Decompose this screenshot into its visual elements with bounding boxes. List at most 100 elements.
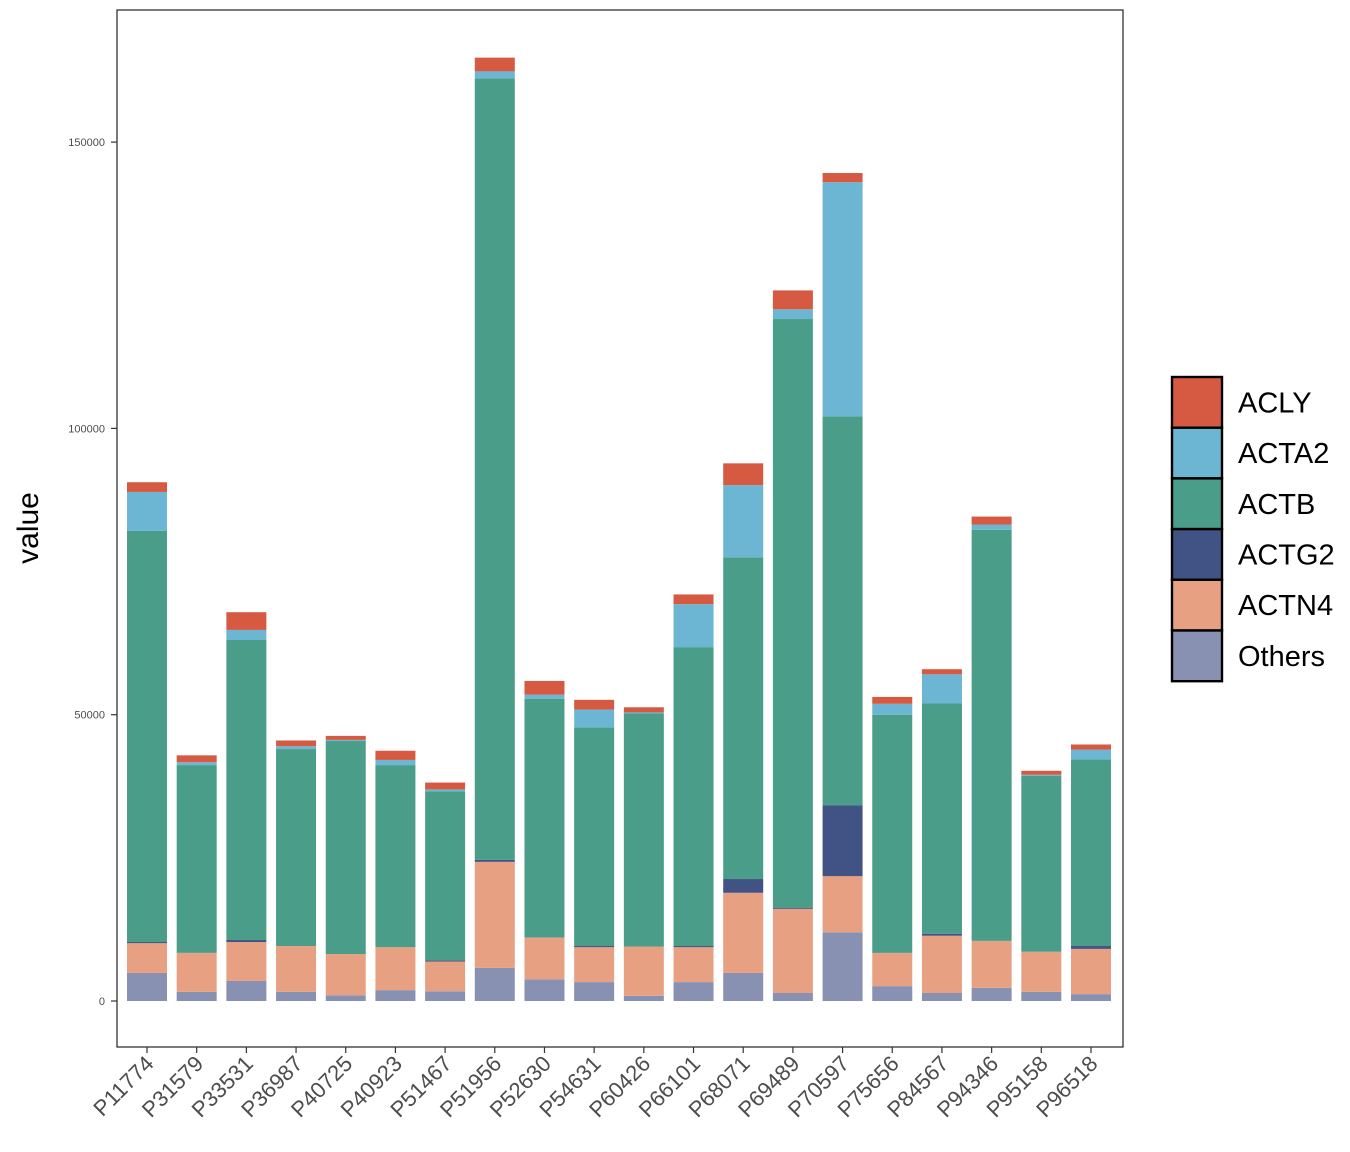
bar-segment-P60426-ACTA2 xyxy=(623,712,664,714)
bar-segment-P66101-ACTA2 xyxy=(673,604,714,648)
bar-segment-P52630-Others xyxy=(524,979,565,1001)
bar-segment-P96518-ACTG2 xyxy=(1071,946,1111,949)
bar-segment-P40725-ACTB xyxy=(325,741,366,955)
bar-segment-P75656-ACTN4 xyxy=(872,952,913,987)
bar-segment-P31579-Others xyxy=(176,991,217,1001)
bar-segment-P51467-ACTG2 xyxy=(425,960,466,962)
legend-key-ACTN4 xyxy=(1170,578,1224,632)
bar-segment-P40725-ACLY xyxy=(325,735,366,740)
y-tick-label: 100000 xyxy=(68,423,105,435)
bar-segment-P94346-ACTN4 xyxy=(971,940,1012,988)
bar-segment-P54631-ACLY xyxy=(574,699,615,710)
bar-segment-P36987-ACTA2 xyxy=(276,746,317,750)
bar-segment-P69489-Others xyxy=(772,992,813,1001)
bar-segment-P95158-Others xyxy=(1021,991,1062,1001)
legend-label: ACLY xyxy=(1238,387,1312,419)
bar-segment-P33531-Others xyxy=(226,980,267,1001)
bar-segment-P75656-Others xyxy=(872,986,913,1001)
bar-segment-P11774-ACTN4 xyxy=(127,943,167,973)
legend-key-ACTA2 xyxy=(1170,426,1224,480)
bar-segment-P51956-ACLY xyxy=(474,57,515,72)
bar-segment-P70597-ACTG2 xyxy=(822,805,863,877)
bar-segment-P40923-ACTA2 xyxy=(375,759,416,766)
legend-key-Others xyxy=(1170,629,1224,683)
bar-segment-P11774-ACTA2 xyxy=(127,491,167,531)
bar-segment-P51467-ACTN4 xyxy=(425,961,466,992)
x-axis: P11774P31579P33531P36987P40725P40923P514… xyxy=(88,1047,1103,1122)
bar-segment-P70597-Others xyxy=(822,932,863,1001)
bar-segment-P75656-ACTB xyxy=(872,714,913,953)
bar-segment-P11774-ACTG2 xyxy=(127,942,167,944)
bar-segment-P36987-ACTN4 xyxy=(276,946,317,992)
bar-segment-P69489-ACTG2 xyxy=(772,907,813,909)
bar-segment-P75656-ACLY xyxy=(872,696,913,704)
y-tick-label: 0 xyxy=(99,996,105,1008)
bar-segment-P33531-ACLY xyxy=(226,612,267,630)
bar-segment-P84567-ACLY xyxy=(921,669,962,675)
bar-segment-P54631-ACTB xyxy=(574,727,615,947)
bar-segment-P40725-ACTN4 xyxy=(325,954,366,996)
bar-segment-P60426-ACTN4 xyxy=(623,946,664,996)
bar-segment-P33531-ACTN4 xyxy=(226,942,267,981)
bar-segment-P31579-ACTA2 xyxy=(176,762,217,766)
legend-key-ACTG2 xyxy=(1170,527,1224,581)
bar-segment-P54631-Others xyxy=(574,982,615,1001)
bar-segment-P51956-ACTG2 xyxy=(474,859,515,862)
bar-segment-P70597-ACLY xyxy=(822,173,863,183)
bar-segment-P96518-ACTN4 xyxy=(1071,948,1111,995)
bar-segment-P68071-ACTG2 xyxy=(723,879,764,893)
bar-segment-P60426-Others xyxy=(623,995,664,1001)
bar-segment-P51467-ACTA2 xyxy=(425,789,466,792)
bar-segment-P11774-ACLY xyxy=(127,482,167,492)
bar-segment-P94346-ACTB xyxy=(971,529,1012,941)
bar-segment-P36987-Others xyxy=(276,991,317,1001)
bar-segment-P66101-ACTG2 xyxy=(673,946,714,948)
y-axis: 0 50000 100000 150000 xyxy=(68,137,117,1008)
bar-segment-P84567-ACTN4 xyxy=(921,935,962,993)
bar-segment-P51956-ACTB xyxy=(474,78,515,860)
bar-segment-P69489-ACLY xyxy=(772,290,813,310)
bar-segment-P51956-ACTN4 xyxy=(474,861,515,968)
bar-segment-P96518-ACLY xyxy=(1071,744,1111,750)
bar-segment-P40923-ACLY xyxy=(375,750,416,760)
bar-segment-P68071-ACLY xyxy=(723,463,764,486)
bar-segment-P40923-ACTB xyxy=(375,765,416,948)
bar-segment-P36987-ACTB xyxy=(276,749,317,947)
bar-segment-P40923-ACTN4 xyxy=(375,947,416,991)
bar-segment-P68071-Others xyxy=(723,972,764,1001)
bar-segment-P54631-ACTG2 xyxy=(574,946,615,948)
bar-segment-P40923-Others xyxy=(375,990,416,1001)
bar-segment-P36987-ACLY xyxy=(276,740,317,747)
bar-segment-P84567-ACTB xyxy=(921,703,962,934)
legend-label: Others xyxy=(1238,641,1325,673)
bar-segment-P52630-ACTA2 xyxy=(524,694,565,699)
bar-segment-P94346-ACTA2 xyxy=(971,524,1012,530)
y-axis-title: value xyxy=(12,492,45,564)
bar-segment-P66101-Others xyxy=(673,982,714,1001)
bar-segment-P68071-ACTN4 xyxy=(723,892,764,973)
bar-segment-P70597-ACTA2 xyxy=(822,182,863,417)
bar-segment-P31579-ACTN4 xyxy=(176,952,217,992)
legend-label: ACTG2 xyxy=(1238,539,1335,571)
bar-segment-P68071-ACTB xyxy=(723,557,764,880)
bar-segment-P84567-ACTG2 xyxy=(921,933,962,936)
bar-segment-P66101-ACTB xyxy=(673,647,714,947)
legend-label: ACTN4 xyxy=(1238,590,1333,622)
bar-segment-P84567-ACTA2 xyxy=(921,674,962,704)
bar-segment-P40725-Others xyxy=(325,995,366,1001)
bar-segment-P33531-ACTB xyxy=(226,639,267,941)
y-tick-label: 50000 xyxy=(74,710,105,722)
bar-segment-P51956-Others xyxy=(474,967,515,1001)
bar-segment-P95158-ACTB xyxy=(1021,775,1062,952)
bar-segment-P69489-ACTA2 xyxy=(772,309,813,320)
legend-key-ACTB xyxy=(1170,477,1224,531)
bar-segment-P95158-ACLY xyxy=(1021,770,1062,775)
bar-segment-P96518-Others xyxy=(1071,994,1111,1001)
bar-segment-P75656-ACTA2 xyxy=(872,703,913,715)
bar-segment-P33531-ACTG2 xyxy=(226,940,267,943)
bar-segment-P54631-ACTN4 xyxy=(574,947,615,983)
bar-segment-P70597-ACTB xyxy=(822,416,863,806)
bar-segment-P11774-Others xyxy=(127,972,167,1001)
bar-segment-P31579-ACLY xyxy=(176,755,217,763)
